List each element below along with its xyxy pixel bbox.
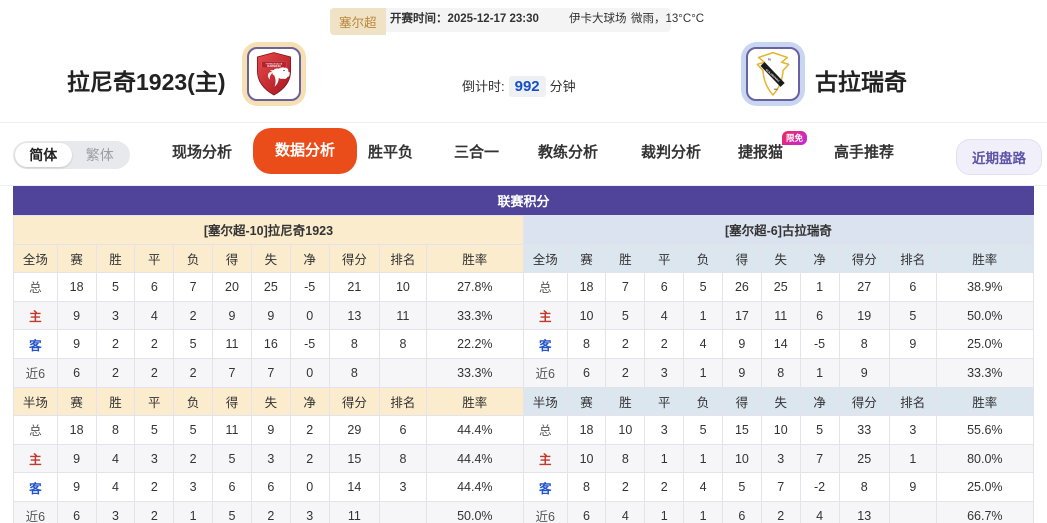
- svg-text:1960: 1960: [774, 89, 778, 91]
- svg-text:FK: FK: [768, 58, 771, 61]
